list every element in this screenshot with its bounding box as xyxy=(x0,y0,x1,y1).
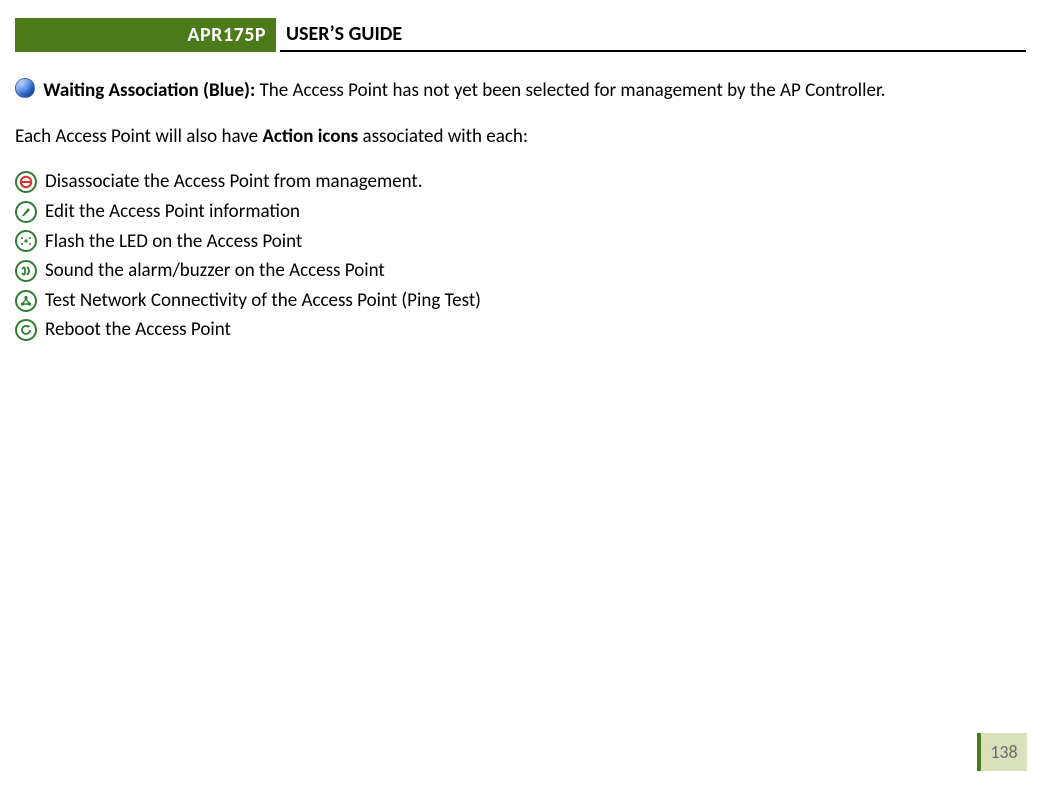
buzzer-icon xyxy=(15,260,37,282)
action-item: Edit the Access Point information xyxy=(15,199,1011,225)
action-label: Reboot the Access Point xyxy=(45,317,231,343)
page-number: 138 xyxy=(990,740,1017,764)
status-dot-icon xyxy=(15,78,35,98)
flash-led-icon xyxy=(15,230,37,252)
action-label: Test Network Connectivity of the Access … xyxy=(45,288,481,314)
action-item: Disassociate the Access Point from manag… xyxy=(15,169,1011,195)
intro-post: associated with each: xyxy=(358,125,528,148)
action-item: Test Network Connectivity of the Access … xyxy=(15,288,1011,314)
intro-bold: Action icons xyxy=(262,125,358,148)
action-label: Disassociate the Access Point from manag… xyxy=(45,169,423,195)
page-number-badge: 138 xyxy=(981,733,1027,771)
reboot-icon xyxy=(15,319,37,341)
edit-icon xyxy=(15,201,37,223)
ping-icon xyxy=(15,290,37,312)
status-paragraph: Waiting Association (Blue): The Access P… xyxy=(15,78,1011,104)
action-label: Edit the Access Point information xyxy=(45,199,300,225)
model-badge: APR175P xyxy=(15,18,276,52)
status-label: Waiting Association (Blue): xyxy=(43,79,255,102)
action-label: Flash the LED on the Access Point xyxy=(45,229,302,255)
intro-pre: Each Access Point will also have xyxy=(15,125,262,148)
action-label: Sound the alarm/buzzer on the Access Poi… xyxy=(45,258,385,284)
model-label: APR175P xyxy=(187,22,266,49)
document-page: APR175P USER’S GUIDE Waiting Association… xyxy=(0,0,1041,791)
page-header: APR175P USER’S GUIDE xyxy=(0,18,1041,52)
action-icon-list: Disassociate the Access Point from manag… xyxy=(15,169,1011,343)
status-desc: The Access Point has not yet been select… xyxy=(260,79,886,102)
content-area: Waiting Association (Blue): The Access P… xyxy=(15,78,1011,347)
doc-title-bar: USER’S GUIDE xyxy=(280,18,1026,52)
doc-title: USER’S GUIDE xyxy=(286,21,402,48)
disassociate-icon xyxy=(15,171,37,193)
intro-paragraph: Each Access Point will also have Action … xyxy=(15,124,1011,150)
action-item: Sound the alarm/buzzer on the Access Poi… xyxy=(15,258,1011,284)
action-item: Reboot the Access Point xyxy=(15,317,1011,343)
action-item: Flash the LED on the Access Point xyxy=(15,229,1011,255)
